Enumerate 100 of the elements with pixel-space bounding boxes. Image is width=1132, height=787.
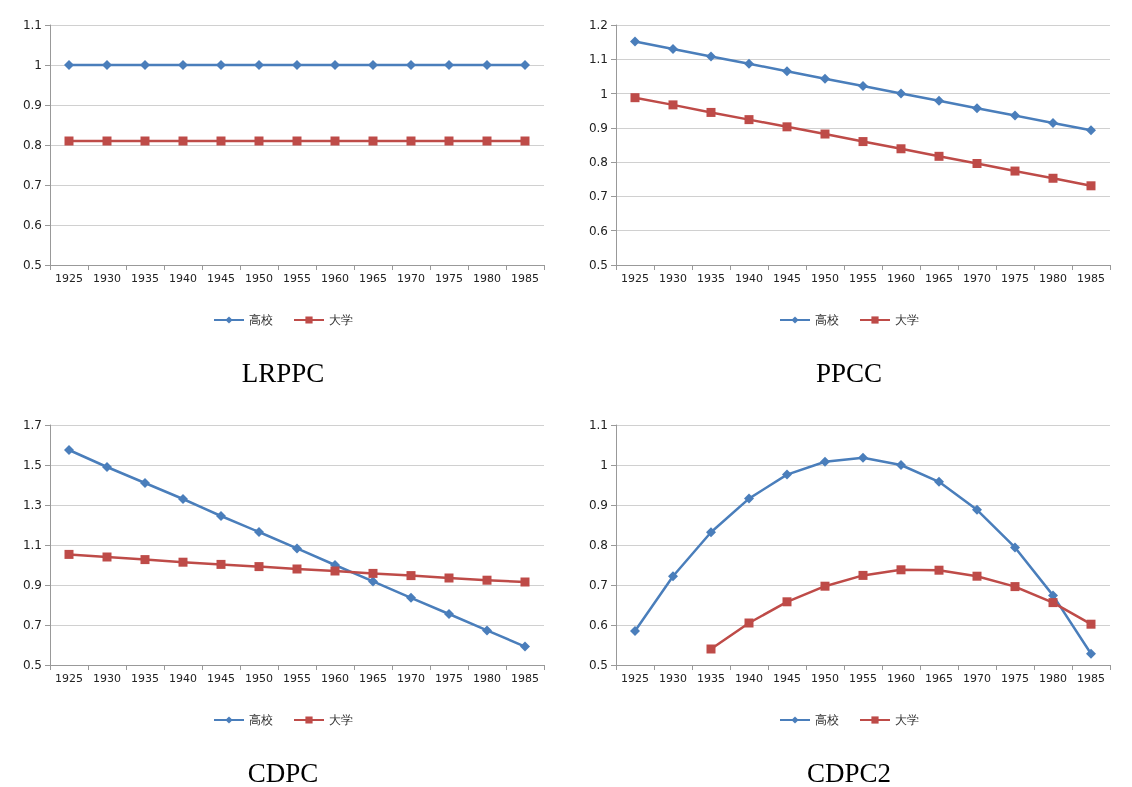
legend-label: 高校 [815, 713, 839, 727]
point [820, 456, 830, 467]
point [972, 504, 982, 515]
x-tick-label: 1930 [93, 672, 121, 685]
y-tick-label: 1 [600, 458, 608, 472]
point [668, 44, 678, 54]
point [858, 452, 868, 463]
x-tick-label: 1930 [93, 272, 121, 285]
point [820, 129, 830, 139]
point [782, 597, 792, 607]
x-tick-label: 1975 [435, 672, 463, 685]
y-tick-label: 0.8 [22, 138, 42, 152]
x-tick-label: 1925 [55, 272, 83, 285]
point [934, 476, 944, 487]
y-tick-label: 1.7 [22, 418, 42, 432]
x-tick-label: 1940 [735, 672, 763, 685]
y-tick-label: 0.7 [588, 189, 608, 204]
y-tick-label: 0.9 [588, 120, 608, 135]
point [178, 557, 188, 567]
x-tick-label: 1950 [245, 672, 273, 685]
y-tick-label: 1 [600, 86, 608, 101]
point [972, 103, 982, 114]
x-tick-label: 1975 [1001, 272, 1029, 285]
x-tick-label: 1930 [659, 672, 687, 685]
x-tick-label: 1960 [321, 672, 349, 685]
legend-label: 大学 [895, 713, 919, 727]
point [1010, 166, 1020, 176]
x-tick-label: 1940 [169, 672, 197, 685]
point [140, 478, 150, 488]
x-tick-label: 1935 [697, 272, 725, 285]
x-tick-label: 1925 [621, 272, 649, 285]
point [292, 564, 302, 574]
x-tick-label: 1970 [963, 272, 991, 285]
legend-label: 高校 [249, 713, 273, 727]
point [368, 568, 378, 578]
text: CDPC2 [806, 757, 892, 787]
x-tick-label: 1975 [435, 272, 463, 285]
point [102, 462, 112, 472]
point [216, 511, 226, 521]
point [368, 576, 378, 587]
legend-label: 高校 [249, 313, 273, 327]
point [520, 577, 530, 587]
point [482, 625, 492, 636]
x-tick-label: 1975 [1001, 672, 1029, 685]
point [668, 571, 678, 582]
point [630, 36, 640, 47]
point [254, 562, 264, 572]
point [444, 609, 454, 619]
y-tick-label: 0.9 [588, 498, 608, 512]
y-tick-label: 0.9 [22, 98, 42, 112]
point [330, 566, 340, 576]
point [744, 115, 754, 125]
point [706, 107, 716, 117]
point [292, 543, 302, 554]
point [1086, 619, 1096, 629]
x-tick-label: 1945 [773, 672, 801, 685]
point [254, 527, 264, 537]
y-tick-label: 1.1 [588, 418, 608, 432]
point [858, 81, 868, 92]
x-tick-label: 1940 [735, 272, 763, 285]
point [1010, 110, 1020, 121]
point [706, 644, 716, 654]
y-tick-label: 1.1 [22, 18, 42, 32]
x-tick-label: 1950 [811, 272, 839, 285]
point [744, 493, 754, 504]
point [216, 559, 226, 569]
point [820, 581, 830, 591]
text: CDPC [247, 757, 319, 787]
x-tick-label: 1980 [473, 672, 501, 685]
point [1086, 181, 1096, 191]
x-tick-label: 1960 [887, 272, 915, 285]
x-tick-label: 1985 [1077, 272, 1105, 285]
y-tick-label: 0.5 [22, 258, 42, 272]
point [140, 555, 150, 565]
x-tick-label: 1965 [359, 672, 387, 685]
point [858, 137, 868, 147]
x-tick-label: 1965 [925, 272, 953, 285]
y-tick-label: 0.5 [588, 258, 608, 272]
point [782, 66, 792, 77]
text: LRPPC [241, 357, 325, 388]
y-tick-label: 1.2 [588, 18, 608, 32]
x-tick-label: 1980 [1039, 272, 1067, 285]
point [972, 159, 982, 169]
x-tick-label: 1985 [511, 672, 539, 685]
point [934, 565, 944, 575]
point [744, 58, 754, 69]
point [102, 552, 112, 562]
legend-label: 大学 [895, 313, 919, 327]
y-tick-label: 1.1 [588, 52, 608, 67]
point [896, 460, 906, 470]
x-tick-label: 1945 [207, 672, 235, 685]
point [1048, 598, 1058, 608]
point [1086, 125, 1096, 136]
point [934, 151, 944, 161]
point [1010, 582, 1020, 592]
y-tick-label: 0.6 [588, 223, 608, 238]
x-tick-label: 1960 [321, 272, 349, 285]
point [630, 93, 640, 103]
point [782, 469, 792, 480]
y-tick-label: 1 [34, 58, 42, 72]
